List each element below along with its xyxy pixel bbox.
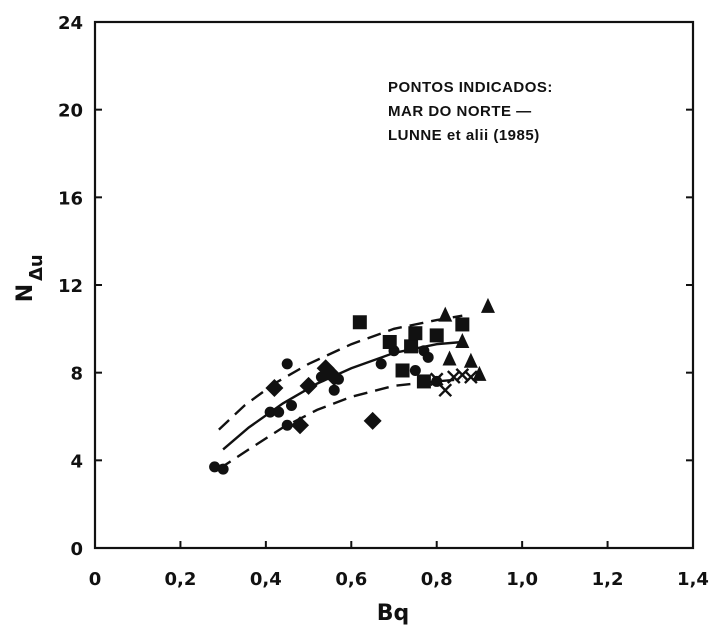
y-tick-label: 20 <box>58 101 83 122</box>
y-axis-title: N Δu <box>13 254 47 302</box>
x-tick-label: 1,2 <box>592 569 624 590</box>
data-point-circle <box>409 364 421 376</box>
y-tick-label: 4 <box>70 451 83 472</box>
data-point-square <box>404 339 419 354</box>
x-tick-label: 0,8 <box>421 569 453 590</box>
data-point-diamond <box>299 376 318 395</box>
data-point-diamond <box>265 379 284 398</box>
markers-layer <box>209 297 495 475</box>
data-point-circle <box>209 461 221 473</box>
data-point-circle <box>285 400 297 412</box>
annotation-line-2: MAR DO NORTE — <box>388 103 532 120</box>
data-point-circle <box>281 419 293 431</box>
y-tick-label: 12 <box>58 276 83 297</box>
axes-layer: 0 0,2 0,4 0,6 0,8 1,0 1,2 1,4 0 4 8 12 16 20 24 <box>58 13 709 590</box>
y-axis-title-main: N <box>13 284 38 302</box>
data-point-circle <box>217 463 229 475</box>
trend-curve-dashed <box>218 314 463 431</box>
data-point-square <box>382 334 397 349</box>
x-tick-label: 0 <box>89 569 102 590</box>
data-point-diamond <box>363 411 382 430</box>
y-tick-label: 0 <box>70 539 83 560</box>
x-tick-label: 1,4 <box>677 569 709 590</box>
data-point-triangle <box>442 350 457 366</box>
data-point-diamond <box>325 368 344 387</box>
annotation-line-3: LUNNE et alii (1985) <box>388 127 540 144</box>
plot-frame <box>93 20 695 550</box>
data-point-circle <box>328 384 340 396</box>
data-point-triangle <box>455 332 470 348</box>
data-point-cross <box>438 383 453 398</box>
data-point-square <box>455 317 470 332</box>
data-point-cross <box>446 370 461 384</box>
data-point-circle <box>281 358 293 370</box>
data-point-diamond <box>291 416 310 435</box>
curves-layer <box>218 314 463 471</box>
data-point-triangle <box>472 365 487 381</box>
data-point-cross <box>455 368 470 382</box>
x-tick-label: 0,2 <box>164 569 196 590</box>
y-axis-title-sub: Δu <box>26 254 47 281</box>
x-tick-label: 0,6 <box>335 569 367 590</box>
data-point-square <box>352 315 367 330</box>
y-tick-label: 8 <box>70 364 83 385</box>
x-tick-label: 1,0 <box>506 569 538 590</box>
annotation-line-1: PONTOS INDICADOS: <box>388 79 553 96</box>
data-point-square <box>395 363 410 378</box>
x-axis-title: Bq <box>377 601 410 626</box>
x-tick-label: 0,4 <box>250 569 282 590</box>
y-tick-label: 16 <box>58 188 83 209</box>
data-point-cross <box>429 372 444 387</box>
data-point-triangle <box>480 297 495 313</box>
data-point-triangle <box>463 352 478 368</box>
data-point-square <box>408 326 423 341</box>
data-point-circle <box>422 351 434 363</box>
data-point-triangle <box>438 306 453 322</box>
data-point-cross <box>464 370 478 384</box>
data-point-square <box>416 374 431 389</box>
data-point-circle <box>375 358 387 370</box>
y-tick-label: 24 <box>58 13 83 34</box>
data-point-square <box>429 328 444 343</box>
data-point-circle <box>273 406 285 418</box>
data-point-circle <box>264 406 276 418</box>
